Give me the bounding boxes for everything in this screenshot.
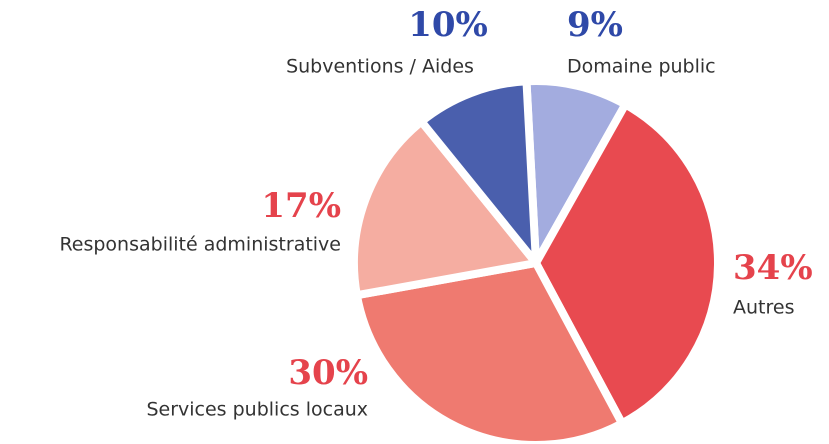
category-label: Services publics locaux <box>146 399 368 421</box>
value-label: 9% <box>567 5 623 45</box>
value-label: 34% <box>733 248 813 288</box>
category-label: Autres <box>733 297 794 319</box>
value-label: 17% <box>261 186 341 226</box>
value-label: 10% <box>408 5 488 45</box>
category-label: Responsabilité administrative <box>59 234 341 256</box>
category-label: Domaine public <box>567 56 716 78</box>
pie-slice <box>350 117 540 300</box>
value-label: 30% <box>288 353 368 393</box>
category-label: Subventions / Aides <box>286 56 474 78</box>
pie-slice <box>352 259 627 444</box>
pie-slice <box>417 77 540 267</box>
